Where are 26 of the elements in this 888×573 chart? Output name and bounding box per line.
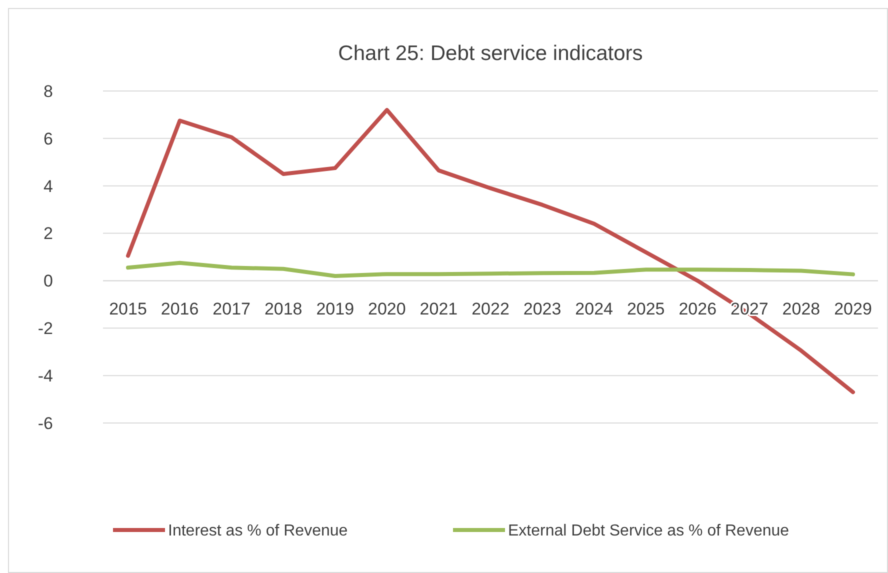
x-tick-label: 2023 — [523, 300, 562, 319]
y-tick-label: 4 — [44, 176, 53, 196]
line-series — [126, 260, 855, 278]
x-tick-label: 2025 — [626, 300, 665, 319]
y-tick-label: -2 — [38, 319, 53, 338]
y-tick-label: -6 — [38, 414, 53, 433]
y-tick-label: 0 — [44, 272, 53, 291]
x-tick-label: 2020 — [368, 300, 406, 319]
x-tick-label: 2029 — [834, 300, 872, 319]
x-tick-label: 2026 — [678, 300, 717, 319]
x-tick-label: 2024 — [575, 300, 613, 319]
legend-label: External Debt Service as % of Revenue — [508, 522, 790, 540]
chart-title: Chart 25: Debt service indicators — [338, 42, 643, 65]
y-tick-label: -4 — [38, 366, 53, 386]
y-tick-label: 6 — [44, 129, 53, 148]
x-tick-label: 2017 — [212, 300, 250, 319]
x-tick-label: 2022 — [472, 300, 510, 319]
x-tick-label: 2028 — [782, 300, 820, 319]
legend-label: Interest as % of Revenue — [168, 522, 348, 540]
x-tick-label: 2016 — [160, 300, 199, 319]
x-tick-label: 2019 — [316, 300, 354, 319]
x-tick-label: 2021 — [420, 300, 458, 319]
y-tick-label: 8 — [44, 82, 53, 101]
x-tick-label: 2018 — [264, 300, 302, 319]
y-tick-label: 2 — [44, 224, 53, 244]
x-tick-label: 2015 — [109, 300, 147, 319]
